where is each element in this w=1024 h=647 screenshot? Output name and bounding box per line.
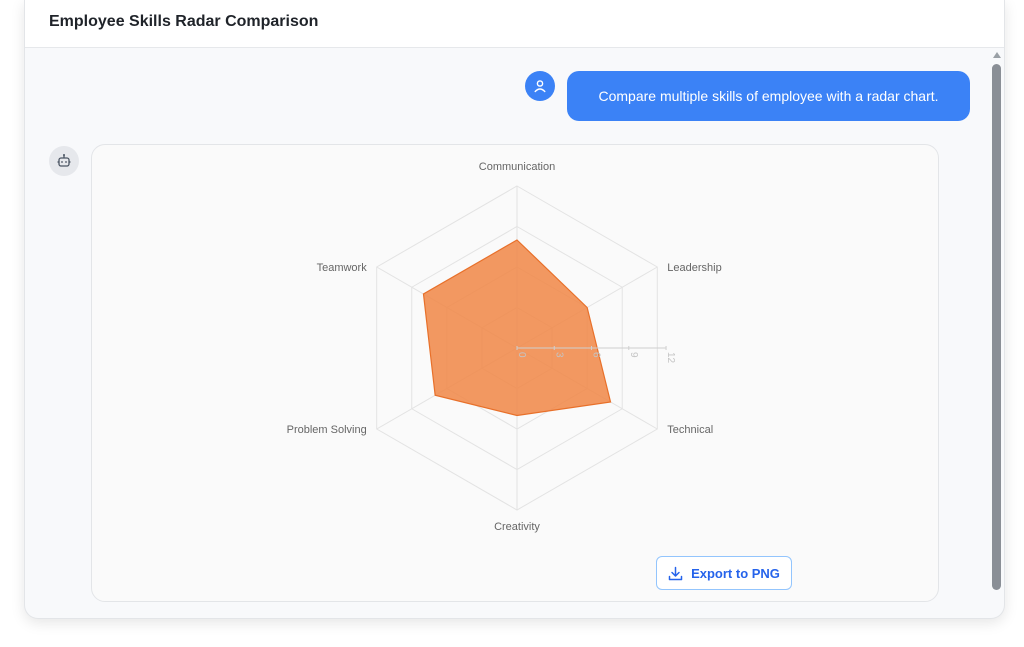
radar-chart: 0 3 6 9 12 Communication Leadership Technical C… [287,161,722,533]
radial-tick-label: 0 [516,352,527,358]
scrollbar[interactable] [991,48,1004,618]
scroll-up-arrow-icon[interactable] [993,52,1001,58]
bot-avatar [49,146,79,176]
download-icon [668,566,683,580]
page-title: Employee Skills Radar Comparison [49,13,319,30]
app-window: Employee Skills Radar Comparison Compare… [24,0,1005,619]
header-bar: Employee Skills Radar Comparison [25,0,1004,48]
radial-tick-label: 3 [553,352,564,358]
axis-label-leadership: Leadership [667,262,721,274]
axis-label-teamwork: Teamwork [317,262,368,274]
user-icon [534,80,546,93]
axis-label-creativity: Creativity [494,521,540,533]
series-area[interactable] [422,239,612,417]
axis-label-communication: Communication [479,161,555,173]
export-button-label: Export to PNG [691,565,780,581]
axis-label-problem-solving: Problem Solving [287,424,367,436]
axis-label-technical: Technical [667,424,713,436]
radial-tick-label: 12 [665,352,676,364]
user-message-bubble: Compare multiple skills of employee with… [567,71,970,121]
user-avatar [525,71,555,101]
robot-icon [57,154,71,167]
radial-tick-label: 9 [628,352,639,358]
scroll-thumb[interactable] [992,64,1001,590]
radial-tick-label: 6 [591,352,602,358]
export-png-button[interactable]: Export to PNG [656,556,792,590]
chat-area[interactable]: Compare multiple skills of employee with… [25,48,991,618]
chart-card: 0 3 6 9 12 Communication Leadership Technical C… [91,144,939,602]
